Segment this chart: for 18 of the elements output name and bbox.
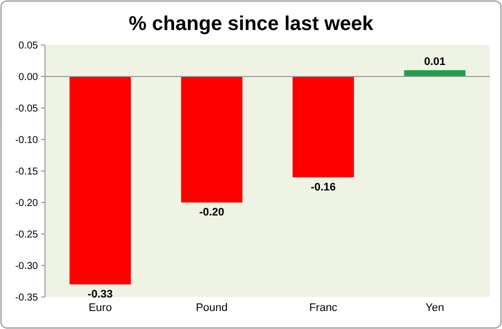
y-tick-label: -0.20 xyxy=(15,198,38,209)
data-label: -0.20 xyxy=(199,206,224,218)
y-tick-label: -0.25 xyxy=(15,230,38,240)
y-tick-label: 0.00 xyxy=(18,72,38,83)
x-tick-label: Franc xyxy=(309,302,338,314)
y-tick-label: -0.15 xyxy=(15,166,38,178)
y-tick-label: -0.10 xyxy=(15,135,38,146)
data-label: -0.33 xyxy=(88,288,113,300)
x-tick-label: Yen xyxy=(426,302,444,314)
chart-title: % change since last week xyxy=(128,13,374,35)
y-tick-label: -0.30 xyxy=(15,261,38,272)
y-tick-label: -0.35 xyxy=(15,292,38,304)
data-label: -0.16 xyxy=(310,181,336,194)
x-tick-label: Pound xyxy=(196,302,228,314)
y-tick-label: 0.05 xyxy=(18,40,38,52)
data-label: 0.01 xyxy=(424,56,446,68)
y-tick-label: -0.05 xyxy=(15,104,38,114)
x-tick-label: Euro xyxy=(88,302,112,314)
